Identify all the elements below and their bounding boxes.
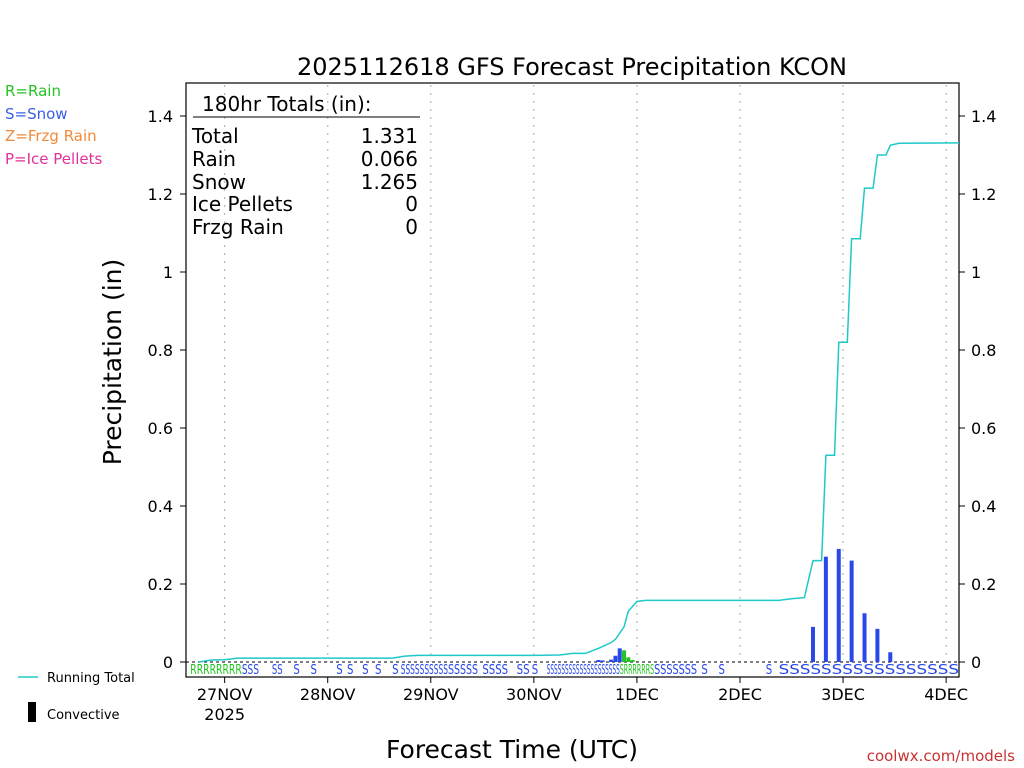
snow-bar bbox=[609, 659, 614, 662]
precip-type-mark: SS bbox=[517, 663, 530, 678]
y-tick-label-left: 1 bbox=[163, 263, 173, 282]
y-tick-label-right: 0.2 bbox=[971, 575, 996, 594]
x-tick-label: 29NOV bbox=[403, 685, 459, 704]
precip-type-mark: S bbox=[532, 663, 538, 678]
snow-bar bbox=[849, 560, 854, 662]
running-total-label: Running Total bbox=[47, 671, 135, 686]
totals-value-freezing-rain: 0 bbox=[405, 215, 418, 239]
rain-bar bbox=[622, 650, 627, 662]
running-total-line bbox=[198, 142, 960, 663]
precip-bars bbox=[596, 548, 893, 662]
precip-type-mark: SRRRRRRS bbox=[620, 663, 654, 678]
y-tick-label-right: 1 bbox=[971, 263, 981, 282]
precip-type-mark: SSSSSSS bbox=[654, 663, 697, 678]
totals-label-total: Total bbox=[191, 124, 239, 148]
snow-bar bbox=[596, 660, 601, 662]
x-tick-label: 3DEC bbox=[821, 685, 865, 704]
y-tick-label-left: 0 bbox=[163, 653, 173, 672]
precip-type-mark: S bbox=[766, 663, 772, 678]
precip-type-mark: S bbox=[701, 663, 707, 678]
x-tick-label: 1DEC bbox=[615, 685, 659, 704]
plot-frame bbox=[185, 82, 960, 678]
precip-type-mark: S bbox=[392, 663, 398, 678]
precip-type-mark: S bbox=[362, 663, 368, 678]
precip-type-mark: RRRRRRRR bbox=[190, 663, 242, 678]
y-tick-label-left: 1.2 bbox=[148, 185, 173, 204]
legend-freezing-rain: Z=Frzg Rain bbox=[5, 127, 97, 145]
x-axis-title: Forecast Time (UTC) bbox=[386, 735, 638, 764]
precip-type-mark: SSSSS bbox=[448, 663, 478, 678]
snow-bar bbox=[836, 548, 841, 662]
totals-label-snow: Snow bbox=[192, 170, 246, 194]
x-tick-label: 2DEC bbox=[718, 685, 762, 704]
convective-swatch bbox=[28, 702, 36, 722]
snow-bar bbox=[617, 648, 622, 662]
precip-type-mark: SS bbox=[272, 663, 283, 678]
totals-label-ice-pellets: Ice Pellets bbox=[192, 192, 293, 216]
y-tick-label-right: 1.2 bbox=[971, 185, 996, 204]
y-tick-label-left: 0.2 bbox=[148, 575, 173, 594]
precip-type-mark: S bbox=[311, 663, 317, 678]
y-tick-label-right: 0.8 bbox=[971, 341, 996, 360]
legend-ice-pellets: P=Ice Pellets bbox=[5, 150, 102, 168]
snow-bar bbox=[810, 626, 815, 662]
snow-bar bbox=[888, 652, 893, 662]
totals-label-freezing-rain: Frzg Rain bbox=[192, 215, 284, 239]
y-tick-label-right: 1.4 bbox=[971, 107, 996, 126]
y-tick-label-right: 0.4 bbox=[971, 497, 996, 516]
rain-bar bbox=[626, 657, 631, 662]
site-credit: coolwx.com/models bbox=[867, 747, 1015, 765]
totals-label-rain: Rain bbox=[192, 147, 236, 171]
x-tick-label: 4DEC bbox=[924, 685, 968, 704]
precip-type-mark: SSSSSSSSSSSSSSSSSSSS bbox=[547, 663, 620, 678]
totals-box: 180hr Totals (in): Total 1.331 Rain 0.06… bbox=[191, 92, 420, 239]
x-tick-label: 28NOV bbox=[300, 685, 356, 704]
chart-title: 2025112618 GFS Forecast Precipitation KC… bbox=[297, 53, 847, 81]
precip-type-mark: S bbox=[375, 663, 381, 678]
y-tick-label-left: 1.4 bbox=[148, 107, 173, 126]
y-tick-label-left: 0.6 bbox=[148, 419, 173, 438]
y-axis-title: Precipitation (in) bbox=[98, 259, 127, 466]
totals-header: 180hr Totals (in): bbox=[202, 92, 372, 116]
precip-type-row: RRRRRRRR SSS SS S S S S S S S SSSSSSSSSS SSSSS SSSS S… bbox=[190, 663, 959, 678]
x-tick-label: 30NOV bbox=[506, 685, 562, 704]
precip-type-mark: S bbox=[336, 663, 342, 678]
totals-value-total: 1.331 bbox=[361, 124, 418, 148]
precip-type-mark: SSSS bbox=[482, 663, 508, 678]
snow-bar bbox=[600, 660, 605, 662]
totals-value-rain: 0.066 bbox=[361, 147, 418, 171]
totals-value-snow: 1.265 bbox=[361, 170, 418, 194]
snow-bar bbox=[823, 556, 828, 662]
precip-type-mark: SSS bbox=[242, 663, 259, 678]
y-axis-ticks: 0 00.2 0.20.4 0.40.6 0.60.8 0.81 11.2 1.21.4 1.4 bbox=[148, 107, 997, 672]
y-tick-label-left: 0.8 bbox=[148, 341, 173, 360]
totals-value-ice-pellets: 0 bbox=[405, 192, 418, 216]
snow-bar bbox=[613, 655, 618, 662]
precip-type-mark: SSSSSSSSSS bbox=[401, 663, 448, 678]
y-tick-label-left: 0.4 bbox=[148, 497, 173, 516]
precip-type-legend: R=Rain S=Snow Z=Frzg Rain P=Ice Pellets bbox=[5, 82, 102, 168]
snow-bar bbox=[875, 628, 880, 662]
precip-type-mark: SSSSSSSSSSSSSSSSS bbox=[779, 663, 959, 678]
convective-label: Convective bbox=[47, 708, 120, 723]
vertical-gridlines bbox=[224, 85, 947, 662]
precip-type-mark: S bbox=[293, 663, 299, 678]
precip-type-mark: S bbox=[719, 663, 725, 678]
legend-snow: S=Snow bbox=[5, 105, 68, 123]
x-tick-sublabel: 2025 bbox=[204, 705, 245, 724]
snow-bar bbox=[862, 613, 867, 662]
bottom-legend: Running Total Convective bbox=[18, 671, 135, 723]
y-tick-label-right: 0 bbox=[971, 653, 981, 672]
y-tick-label-right: 0.6 bbox=[971, 419, 996, 438]
x-tick-label: 27NOV bbox=[197, 685, 253, 704]
rain-bar bbox=[630, 660, 635, 662]
precip-type-mark: S bbox=[347, 663, 353, 678]
legend-rain: R=Rain bbox=[5, 82, 61, 100]
